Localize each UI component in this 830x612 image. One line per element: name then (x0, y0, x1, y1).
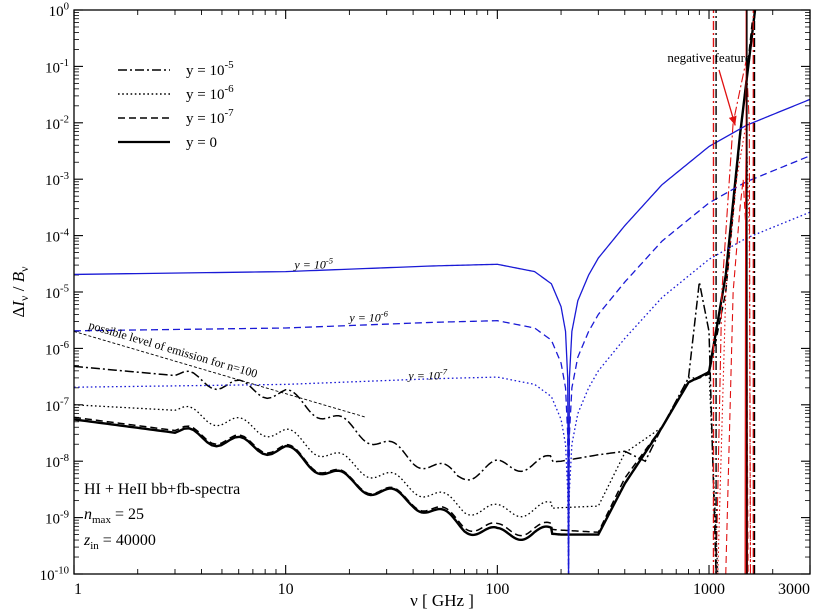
y-tick-label: 10-5 (45, 283, 69, 302)
curve-label-1-exp: -6 (381, 308, 389, 318)
series-line-7 (715, 59, 752, 574)
y-tick-label-base: 10 (45, 117, 60, 133)
y-tick-label: 10-3 (45, 170, 69, 189)
emission-level-line (73, 330, 367, 418)
info-zin: zin = 40000 (83, 532, 156, 552)
series-line-0 (74, 281, 717, 574)
y-tick-label-exp: -10 (55, 565, 69, 577)
x-tick-label: 1000 (693, 581, 725, 598)
y-tick-label: 10-2 (45, 114, 69, 133)
curve-label-1-base: y = 10 (348, 310, 380, 324)
legend-label-2: y = 10-7 (186, 107, 234, 127)
curve-label-2-exp: -7 (440, 367, 448, 377)
y-tick-label-base: 10 (45, 399, 60, 415)
emission-level-label: possible level of emission for n=100 (87, 318, 259, 381)
x-axis-label-symbol: ν (410, 591, 418, 610)
y-tick-label-exp: -1 (60, 57, 69, 69)
curve-label-1: y = 10-6 (348, 308, 388, 324)
y-tick-label-exp: -6 (60, 339, 70, 351)
legend: y = 10-5 y = 10-6 y = 10-7 y = 0 (118, 59, 234, 151)
y-tick-label-base: 10 (45, 173, 60, 189)
negative-feature-label: negative feature (667, 50, 751, 65)
x-tick-label: 3000 (778, 581, 810, 598)
y-tick-label: 10-6 (45, 339, 70, 358)
y-tick-label-base: 10 (45, 342, 60, 358)
y-tick-label-base: 10 (45, 512, 60, 528)
info-nmax: nmax = 25 (84, 506, 144, 526)
y-tick-label-base: 10 (45, 60, 60, 76)
legend-label-3: y = 0 (186, 135, 217, 151)
y-tick-label-exp: -5 (60, 283, 69, 295)
y-tick-label-exp: -3 (60, 170, 69, 182)
y-tick-label-exp: -4 (60, 226, 70, 238)
y-tick-label: 10-8 (45, 452, 69, 471)
y-axis-label-blackbody: B (9, 271, 28, 282)
curve-label-2: y = 10-7 (407, 367, 447, 383)
curve-label-0: y = 10-5 (293, 256, 333, 272)
y-tick-label: 10-1 (45, 57, 69, 76)
axis-ticks: 1 10 100 1000 300010-1010-910-810-710-610-51… (40, 1, 811, 598)
series-line-4 (74, 98, 810, 574)
y-tick-label: 10-4 (45, 226, 70, 245)
y-tick-label-base: 10 (49, 4, 64, 20)
series-line-2 (74, 22, 753, 537)
y-tick-label: 10-10 (40, 565, 69, 584)
y-axis-label-delta: Δ (9, 307, 28, 318)
curve-label-0-exp: -5 (326, 256, 334, 266)
series-line-6 (74, 211, 810, 574)
y-axis-label: ΔIν / Bν (9, 266, 31, 318)
plot-frame (73, 9, 811, 575)
series-line-5 (74, 155, 810, 574)
y-tick-label-exp: -9 (60, 508, 69, 520)
legend-label-1: y = 10-6 (186, 83, 234, 103)
series-line-8 (717, 122, 752, 574)
y-axis-label-sub1: ν (17, 295, 31, 301)
y-tick-label-exp: -7 (60, 396, 70, 408)
y-axis-label-slash: / (9, 282, 28, 295)
info-spectra: HI + HeII bb+fb-spectra (84, 481, 240, 498)
y-tick-label-exp: 0 (64, 1, 69, 13)
x-tick-label: 100 (485, 581, 509, 598)
y-tick-label-base: 10 (45, 230, 60, 246)
y-axis-label-intensity: I (9, 300, 28, 308)
curve-label-0-base: y = 10 (293, 258, 325, 272)
y-tick-label: 10-9 (45, 508, 69, 527)
curve-label-2-base: y = 10 (407, 369, 439, 383)
negative-feature-arrow (718, 69, 737, 126)
x-axis-label: ν [ GHz ] (410, 591, 474, 610)
y-tick-label-base: 10 (40, 568, 55, 584)
y-tick-label-exp: -2 (60, 114, 69, 126)
y-tick-label-base: 10 (45, 455, 60, 471)
series-line-3 (74, 10, 757, 542)
y-tick-label-exp: -8 (60, 452, 69, 464)
y-axis-label-sub2: ν (17, 266, 31, 272)
series-line-1 (74, 369, 719, 574)
y-tick-label: 100 (49, 1, 69, 20)
y-tick-label: 10-7 (45, 396, 70, 415)
x-tick-label: 1 (74, 581, 82, 598)
legend-label-0: y = 10-5 (186, 59, 234, 79)
y-tick-label-base: 10 (45, 286, 60, 302)
x-tick-label: 10 (278, 581, 294, 598)
series-layer (74, 10, 810, 574)
x-axis-label-unit: [ GHz ] (418, 591, 474, 610)
